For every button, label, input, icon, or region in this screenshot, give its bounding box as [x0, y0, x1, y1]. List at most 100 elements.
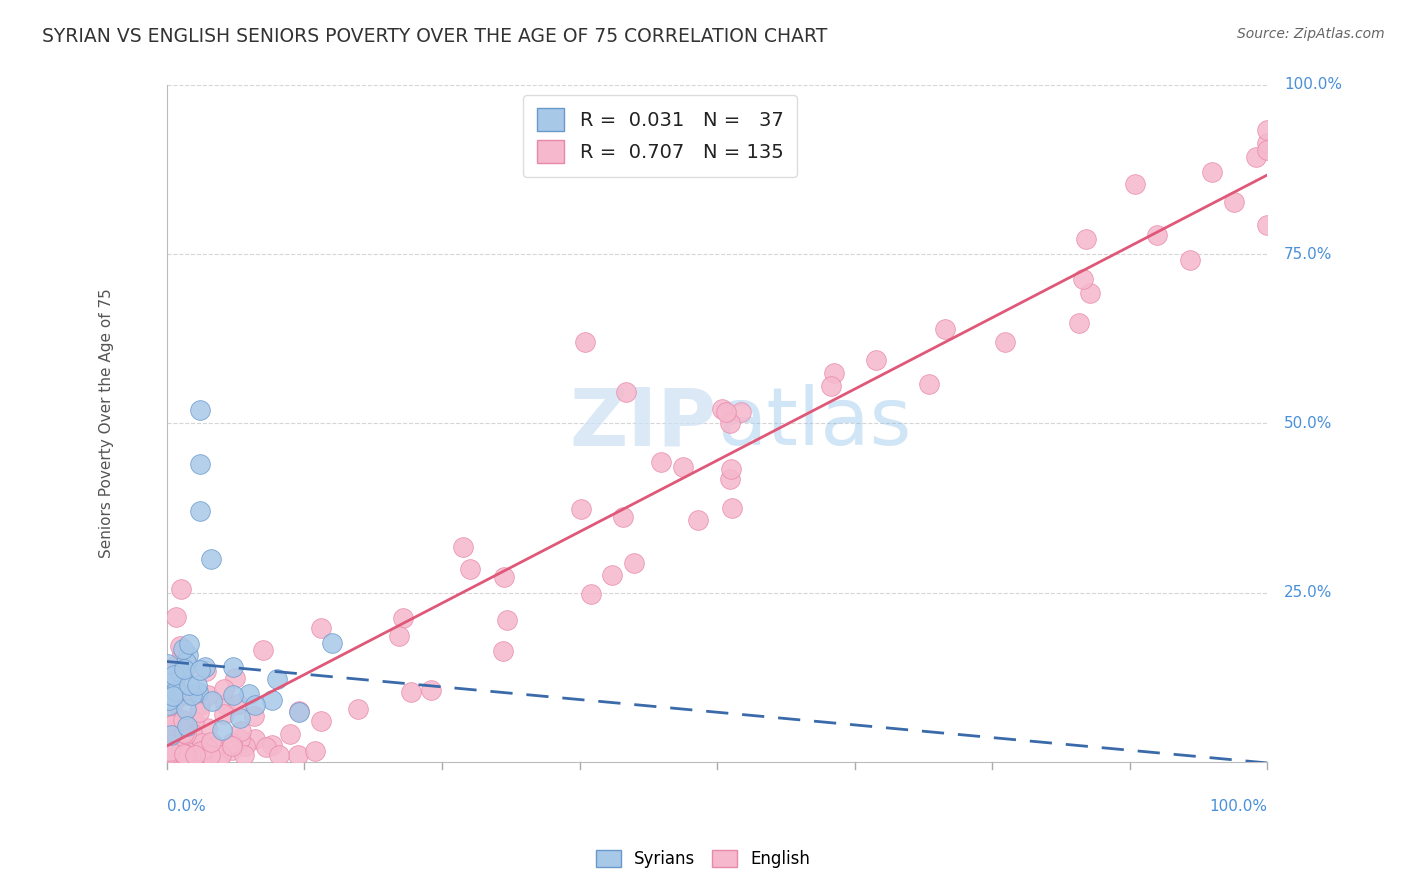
- Point: [392, 611, 415, 625]
- Point: [207, 747, 229, 762]
- Point: [156, 657, 179, 672]
- Point: [288, 704, 311, 718]
- Point: [266, 672, 288, 686]
- Point: [200, 694, 222, 708]
- Point: [156, 747, 179, 762]
- Point: [221, 743, 243, 757]
- Point: [162, 689, 184, 703]
- Point: [233, 747, 256, 762]
- Point: [176, 747, 198, 762]
- Point: [172, 685, 194, 699]
- Point: [165, 684, 187, 698]
- Point: [159, 744, 181, 758]
- Point: [188, 698, 211, 712]
- Point: [226, 697, 249, 711]
- Point: [195, 747, 218, 762]
- Point: [188, 663, 211, 677]
- Text: 100.0%: 100.0%: [1284, 78, 1341, 93]
- Point: [157, 692, 180, 706]
- Point: [671, 459, 693, 474]
- Legend: Syrians, English: Syrians, English: [589, 843, 817, 875]
- Point: [156, 714, 179, 728]
- Point: [1125, 177, 1147, 191]
- Point: [204, 739, 226, 753]
- Point: [222, 659, 245, 673]
- Point: [823, 367, 845, 381]
- Point: [309, 714, 332, 728]
- Point: [200, 551, 222, 566]
- Point: [243, 698, 266, 713]
- Point: [162, 732, 184, 747]
- Point: [214, 707, 236, 722]
- Point: [686, 513, 709, 527]
- Point: [177, 678, 200, 692]
- Point: [1223, 194, 1246, 209]
- Text: Source: ZipAtlas.com: Source: ZipAtlas.com: [1237, 27, 1385, 41]
- Point: [209, 747, 232, 762]
- Point: [173, 741, 195, 756]
- Point: [165, 726, 187, 740]
- Point: [159, 739, 181, 754]
- Point: [496, 614, 519, 628]
- Point: [197, 688, 219, 702]
- Point: [157, 723, 180, 738]
- Point: [229, 710, 252, 724]
- Point: [714, 405, 737, 419]
- Point: [170, 747, 193, 762]
- Point: [820, 378, 842, 392]
- Text: atlas: atlas: [717, 384, 911, 462]
- Point: [346, 702, 368, 716]
- Point: [174, 727, 197, 741]
- Point: [235, 739, 257, 754]
- Point: [224, 672, 246, 686]
- Point: [173, 725, 195, 739]
- Point: [195, 722, 218, 736]
- Point: [718, 416, 741, 430]
- Point: [231, 723, 253, 738]
- Point: [238, 687, 260, 701]
- Point: [865, 352, 887, 367]
- Point: [160, 674, 183, 689]
- Point: [172, 733, 194, 747]
- Point: [1180, 252, 1202, 267]
- Point: [176, 747, 198, 762]
- Point: [198, 747, 221, 762]
- Point: [612, 509, 634, 524]
- Point: [211, 723, 233, 737]
- Point: [165, 673, 187, 688]
- Point: [1256, 123, 1278, 137]
- Point: [177, 637, 200, 651]
- Text: 100.0%: 100.0%: [1209, 799, 1267, 814]
- Point: [1201, 165, 1223, 179]
- Point: [160, 718, 183, 732]
- Point: [190, 736, 212, 750]
- Point: [187, 685, 209, 699]
- Point: [288, 706, 311, 720]
- Point: [170, 647, 193, 661]
- Point: [1078, 286, 1101, 301]
- Point: [994, 335, 1017, 350]
- Point: [214, 681, 236, 696]
- Point: [165, 610, 187, 624]
- Point: [157, 747, 180, 762]
- Point: [165, 743, 187, 757]
- Point: [176, 688, 198, 702]
- Point: [453, 540, 475, 554]
- Point: [254, 740, 277, 755]
- Point: [188, 402, 211, 417]
- Point: [1256, 136, 1278, 151]
- Point: [650, 455, 672, 469]
- Point: [718, 472, 741, 486]
- Point: [214, 697, 236, 711]
- Point: [157, 747, 180, 762]
- Point: [200, 735, 222, 749]
- Point: [304, 744, 326, 758]
- Point: [166, 714, 188, 728]
- Point: [720, 500, 742, 515]
- Point: [245, 732, 267, 747]
- Point: [579, 586, 602, 600]
- Point: [162, 747, 184, 762]
- Point: [221, 739, 243, 753]
- Point: [183, 714, 205, 728]
- Point: [166, 726, 188, 740]
